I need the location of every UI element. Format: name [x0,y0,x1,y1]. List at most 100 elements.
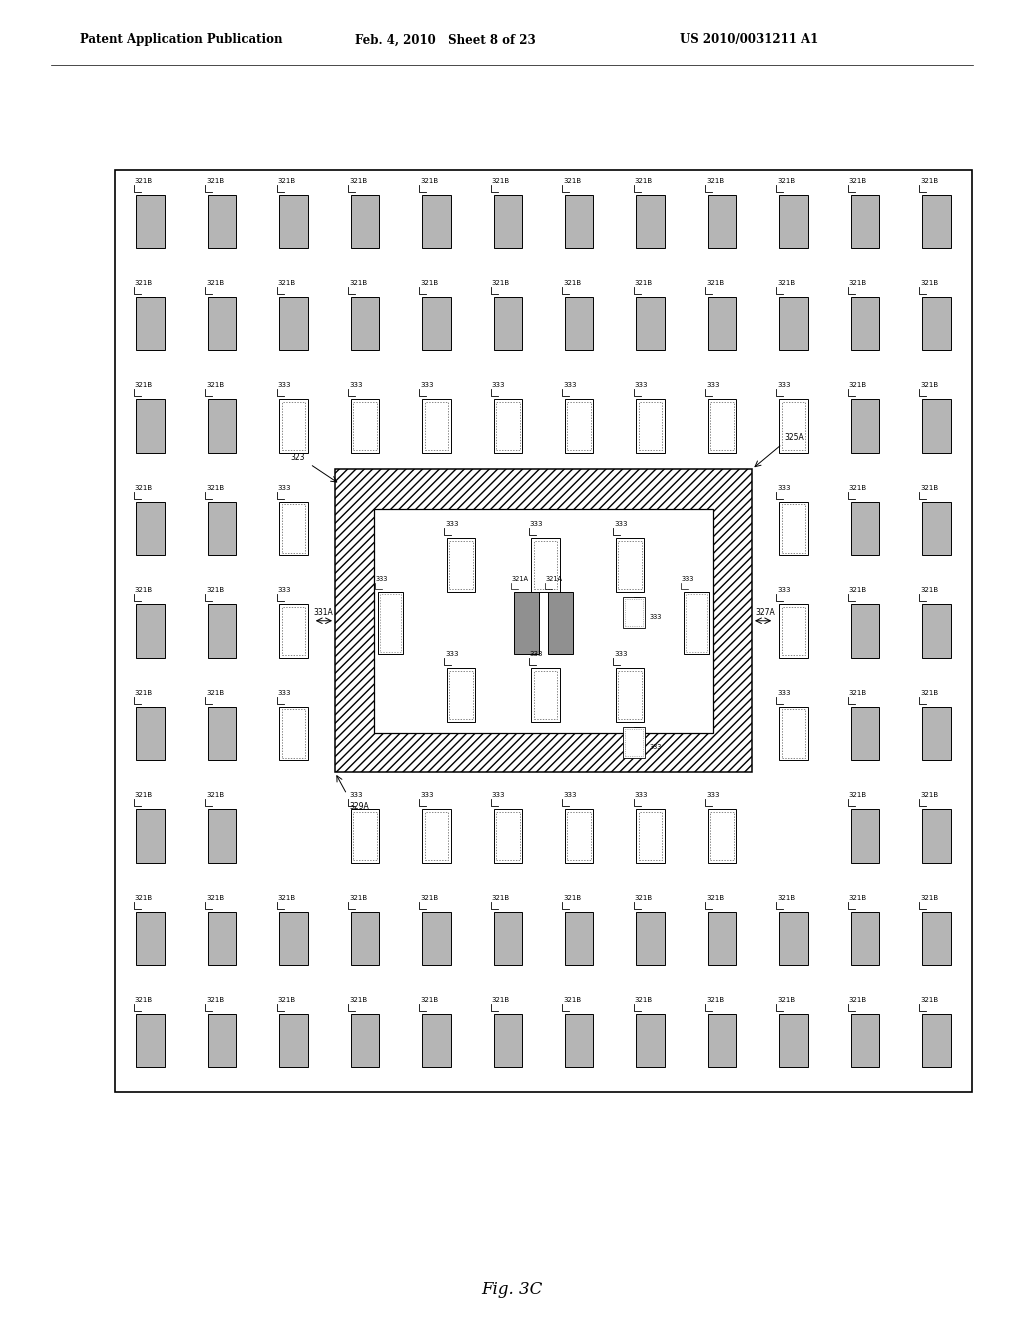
Bar [636,1014,665,1068]
Text: Feb. 4, 2010   Sheet 8 of 23: Feb. 4, 2010 Sheet 8 of 23 [355,33,536,46]
Text: 333: 333 [614,521,628,527]
Bar [208,809,237,862]
Bar [779,297,808,350]
Bar [208,912,237,965]
Text: 321B: 321B [921,178,938,183]
Text: 321B: 321B [278,178,296,183]
Text: 333: 333 [492,383,505,388]
Text: 321B: 321B [206,280,224,286]
Bar [708,400,736,453]
Bar [450,541,473,589]
Text: 321B: 321B [921,383,938,388]
Text: 333: 333 [777,690,791,696]
Bar [636,400,665,453]
Bar [136,912,165,965]
Text: 321B: 321B [563,280,582,286]
Bar [136,194,165,248]
Bar [422,912,451,965]
Bar [494,194,522,248]
Bar [353,812,377,861]
Text: 333: 333 [706,383,720,388]
Text: 321A: 321A [512,576,529,582]
Bar [446,539,475,591]
Bar [280,502,308,556]
Bar [350,194,379,248]
Text: 333: 333 [529,652,543,657]
Bar [708,194,736,248]
Bar [136,502,165,556]
Bar [136,809,165,862]
Text: 321B: 321B [706,280,724,286]
Bar [208,1014,237,1068]
Bar [781,607,805,655]
Bar [567,403,591,450]
Text: 321B: 321B [492,280,510,286]
Text: 333: 333 [563,383,577,388]
Text: 333: 333 [278,690,291,696]
Bar [636,194,665,248]
Bar [922,809,950,862]
Text: 333: 333 [614,652,628,657]
Bar [549,591,572,655]
Bar [282,403,305,450]
Text: 321B: 321B [563,997,582,1003]
Bar [851,400,880,453]
Text: 333: 333 [529,521,543,527]
Bar [922,1014,950,1068]
Bar [422,194,451,248]
Text: 327A: 327A [755,607,775,616]
Text: 321B: 321B [135,895,153,900]
Bar [136,297,165,350]
Text: 321B: 321B [135,484,153,491]
Text: 333: 333 [777,383,791,388]
Text: 321B: 321B [349,178,367,183]
Text: 321B: 321B [421,997,438,1003]
Bar [922,297,950,350]
Text: 321B: 321B [777,997,796,1003]
Bar [851,809,880,862]
Text: 321B: 321B [349,895,367,900]
Text: 321B: 321B [849,690,867,696]
Bar [208,605,237,657]
Bar [375,508,713,733]
Bar [779,194,808,248]
Bar [350,912,379,965]
Bar [208,194,237,248]
Bar [779,706,808,760]
Bar [922,502,950,556]
Bar [422,297,451,350]
Bar [639,812,663,861]
Bar [779,605,808,657]
Bar [851,297,880,350]
Bar [282,504,305,553]
Text: 333: 333 [706,792,720,799]
Bar [422,1014,451,1068]
Bar [618,671,642,719]
Text: 321B: 321B [278,997,296,1003]
Text: 321B: 321B [635,178,652,183]
Bar [494,809,522,862]
Bar [380,594,400,652]
Bar [781,709,805,758]
Text: 321B: 321B [421,280,438,286]
Text: 321A: 321A [546,576,563,582]
Bar [494,400,522,453]
Bar [353,403,377,450]
Text: US 2010/0031211 A1: US 2010/0031211 A1 [680,33,818,46]
Bar [422,809,451,862]
Text: 321B: 321B [706,997,724,1003]
Text: 321B: 321B [849,484,867,491]
Bar [280,1014,308,1068]
Bar [565,297,594,350]
Text: 321B: 321B [206,997,224,1003]
Bar [684,591,709,655]
Bar [711,403,734,450]
Bar [280,912,308,965]
Bar [779,912,808,965]
Bar [851,706,880,760]
Bar [534,541,557,589]
Text: 333: 333 [349,383,362,388]
Text: 321B: 321B [492,895,510,900]
Text: 321B: 321B [921,997,938,1003]
Bar [636,912,665,965]
